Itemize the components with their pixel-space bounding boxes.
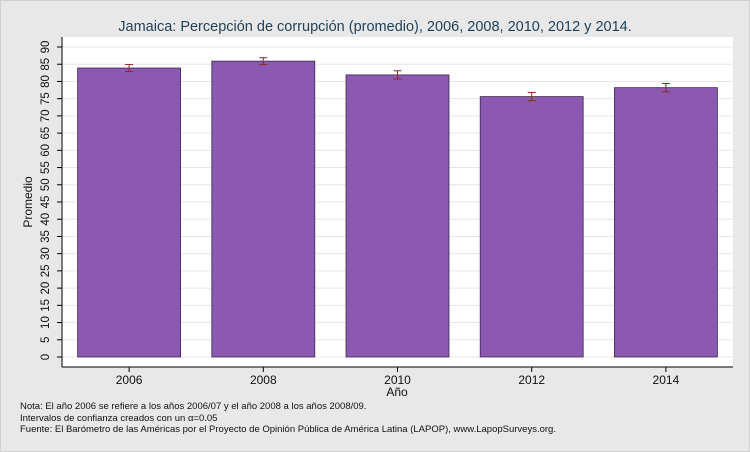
y-tick-label: 35 (40, 230, 52, 243)
bar-2006 (77, 67, 181, 358)
y-tick-label: 15 (40, 299, 52, 312)
x-axis-title: Año (386, 385, 408, 399)
y-tick-label: 70 (40, 109, 52, 122)
x-tick-label: 2008 (250, 373, 277, 387)
y-tick-label: 25 (40, 264, 52, 277)
y-tick-label: 10 (40, 316, 52, 329)
y-tick-label: 30 (40, 247, 52, 260)
note-line-2: Intervalos de confianza creados con un α… (20, 412, 218, 424)
bar-2012 (479, 96, 584, 358)
note-line-3: Fuente: El Barómetro de las Américas por… (20, 424, 556, 435)
y-tick-label: 40 (40, 213, 52, 226)
chart-title: Jamaica: Percepción de corrupción (prome… (118, 19, 631, 35)
y-tick-label: 85 (40, 58, 52, 71)
y-tick-label: 50 (40, 178, 52, 191)
y-tick-label: 45 (40, 196, 52, 209)
chart-notes: Nota: El año 2006 se refiere a los años … (20, 401, 556, 436)
y-tick-label: 65 (40, 127, 52, 140)
y-tick-label: 20 (40, 282, 52, 295)
y-tick-label: 60 (40, 144, 52, 157)
y-tick-label: 5 (40, 337, 52, 343)
x-tick-label: 2006 (116, 373, 143, 387)
bar-2008 (211, 60, 316, 358)
bar-2014 (614, 87, 718, 358)
y-tick-label: 55 (40, 161, 52, 174)
bar-2010 (345, 74, 450, 358)
note-line-1: Nota: El año 2006 se refiere a los años … (20, 401, 367, 412)
x-tick-label: 2010 (384, 373, 411, 387)
y-tick-label: 80 (40, 75, 52, 88)
x-tick-label: 2014 (653, 373, 680, 387)
y-tick-label: 0 (40, 354, 52, 360)
y-tick-label: 75 (40, 92, 52, 105)
y-axis-title: Promedio (21, 176, 35, 228)
x-tick-label: 2012 (518, 373, 545, 387)
y-tick-label: 90 (40, 41, 52, 54)
